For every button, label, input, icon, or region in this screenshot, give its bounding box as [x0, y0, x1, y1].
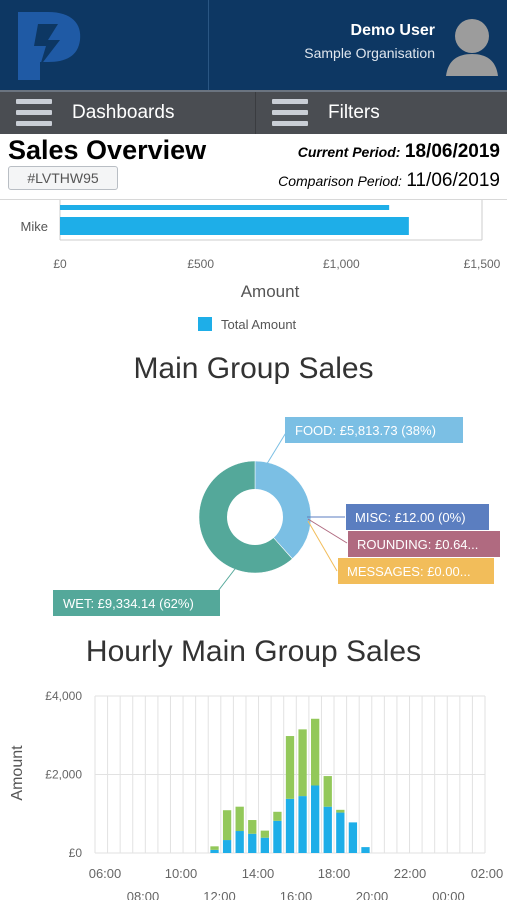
hourly-bar-wet[interactable]: [323, 806, 332, 853]
header-divider: [208, 0, 209, 90]
main-group-sales-title: Main Group Sales: [133, 352, 374, 385]
hourly-x-tick-secondary: 12:00: [203, 889, 236, 900]
hbar-x-axis-title: Amount: [241, 282, 300, 301]
filters-button[interactable]: Filters: [255, 92, 507, 134]
hourly-y-ticks: £0 £2,000 £4,000: [45, 689, 82, 860]
nav-bar: Dashboards Filters: [0, 90, 507, 134]
dashboard-code-badge: #LVTHW95: [8, 166, 118, 190]
legend-swatch: [198, 317, 212, 331]
hourly-x-tick: 02:00: [471, 866, 504, 881]
hbar-partial-bar[interactable]: [60, 205, 390, 210]
hbar-x-tick: £1,000: [323, 257, 360, 271]
filter-menu-icon: [272, 99, 308, 127]
hbar-x-tick: £500: [187, 257, 214, 271]
legend-label[interactable]: Total Amount: [221, 317, 297, 332]
current-period-value: 18/06/2019: [404, 141, 500, 162]
main-group-donut-chart: FOOD: £5,813.73 (38%) MISC: £12.00 (0%) …: [53, 417, 500, 616]
hourly-bar-food[interactable]: [311, 718, 320, 786]
hourly-y-axis-title: Amount: [9, 745, 26, 801]
hourly-x-tick-secondary: 20:00: [356, 889, 389, 900]
food-label: FOOD: £5,813.73 (38%): [295, 423, 436, 438]
hourly-bar-wet[interactable]: [348, 822, 358, 853]
page-title: Sales Overview: [8, 135, 207, 165]
comparison-period-label: Comparison Period:: [278, 173, 402, 189]
menu-icon: [16, 99, 52, 127]
title-separator: [0, 199, 507, 200]
hourly-x-tick: 06:00: [89, 866, 122, 881]
messages-connector: [307, 520, 338, 572]
hourly-bar-wet[interactable]: [361, 847, 370, 853]
food-connector: [264, 430, 288, 468]
hourly-bar-wet[interactable]: [311, 785, 320, 853]
hourly-bar-food[interactable]: [336, 809, 345, 813]
hourly-bar-food[interactable]: [285, 736, 295, 799]
hourly-bar-wet[interactable]: [273, 820, 282, 853]
user-name[interactable]: Demo User: [350, 22, 435, 39]
filters-label: Filters: [328, 102, 380, 123]
hourly-x-tick: 18:00: [318, 866, 351, 881]
rounding-connector: [307, 518, 348, 544]
hourly-bar-food[interactable]: [235, 806, 244, 832]
rounding-label: ROUNDING: £0.64...: [357, 537, 478, 552]
hourly-bar-food[interactable]: [273, 811, 282, 821]
top-header: Demo User Sample Organisation: [0, 0, 507, 90]
staff-sales-chart: Mike £0 £500 £1,000 £1,500 Amount Total Amo…: [21, 200, 501, 332]
current-period-label: Current Period:: [297, 144, 401, 160]
hourly-y-tick: £2,000: [45, 768, 82, 782]
wet-label: WET: £9,334.14 (62%): [63, 596, 194, 611]
hourly-x-tick-secondary: 00:00: [432, 889, 465, 900]
organisation-name: Sample Organisation: [304, 45, 435, 61]
hbar-x-ticks: £0 £500 £1,000 £1,500: [53, 257, 500, 271]
comparison-period-value: 11/06/2019: [406, 170, 500, 191]
rounding-label-box[interactable]: [348, 531, 500, 557]
hourly-y-tick: £0: [69, 846, 83, 860]
comparison-period: Comparison Period: 11/06/2019: [278, 170, 500, 192]
hourly-x-tick: 10:00: [165, 866, 198, 881]
hbar-bar-mike[interactable]: [60, 217, 409, 235]
brand-logo-icon[interactable]: [14, 10, 84, 82]
hbar-x-tick: £0: [53, 257, 67, 271]
dashboards-label: Dashboards: [72, 102, 175, 123]
hourly-bar-wet[interactable]: [210, 849, 219, 853]
hourly-bar-wet[interactable]: [235, 831, 244, 853]
hourly-bar-food[interactable]: [298, 729, 307, 797]
dashboards-button[interactable]: Dashboards: [0, 92, 255, 134]
hourly-sales-title: Hourly Main Group Sales: [85, 635, 422, 668]
hourly-x-tick: 22:00: [394, 866, 427, 881]
hbar-category-label: Mike: [21, 219, 48, 234]
current-period: Current Period: 18/06/2019: [298, 141, 500, 163]
hourly-sales-chart: £0 £2,000 £4,000 06:00 10:00 14:00 18:00 22:00…: [9, 689, 504, 900]
hourly-x-tick: 14:00: [242, 866, 275, 881]
hourly-bar-wet[interactable]: [260, 837, 269, 853]
wet-label-box[interactable]: [53, 590, 220, 616]
hourly-bar-food[interactable]: [210, 846, 219, 850]
hourly-bar-food[interactable]: [260, 830, 269, 838]
hourly-bar-food[interactable]: [222, 810, 232, 841]
misc-label-box[interactable]: [346, 504, 489, 530]
hourly-bar-wet[interactable]: [248, 833, 257, 853]
hourly-y-tick: £4,000: [45, 689, 82, 703]
donut-hole: [227, 489, 283, 545]
hourly-bars: [210, 718, 370, 853]
hourly-bar-food[interactable]: [323, 776, 332, 807]
hourly-bar-wet[interactable]: [222, 840, 232, 853]
hourly-x-ticks: 06:00 10:00 14:00 18:00 22:00 02:00 08:00 12:00…: [89, 866, 504, 900]
hbar-x-tick: £1,500: [464, 257, 501, 271]
donut-slice-0[interactable]: [254, 460, 312, 560]
misc-label: MISC: £12.00 (0%): [355, 510, 466, 525]
user-avatar-icon[interactable]: [444, 16, 500, 76]
hourly-x-tick-secondary: 08:00: [127, 889, 160, 900]
hourly-bar-food[interactable]: [248, 820, 257, 834]
messages-label: MESSAGES: £0.00...: [347, 564, 471, 579]
hourly-bar-wet[interactable]: [285, 798, 295, 853]
messages-label-box[interactable]: [338, 558, 494, 584]
hourly-bar-wet[interactable]: [298, 796, 307, 853]
hourly-x-tick-secondary: 16:00: [280, 889, 313, 900]
hourly-gridlines: [94, 695, 486, 854]
hourly-bar-wet[interactable]: [336, 812, 345, 853]
food-label-box[interactable]: [285, 417, 463, 443]
